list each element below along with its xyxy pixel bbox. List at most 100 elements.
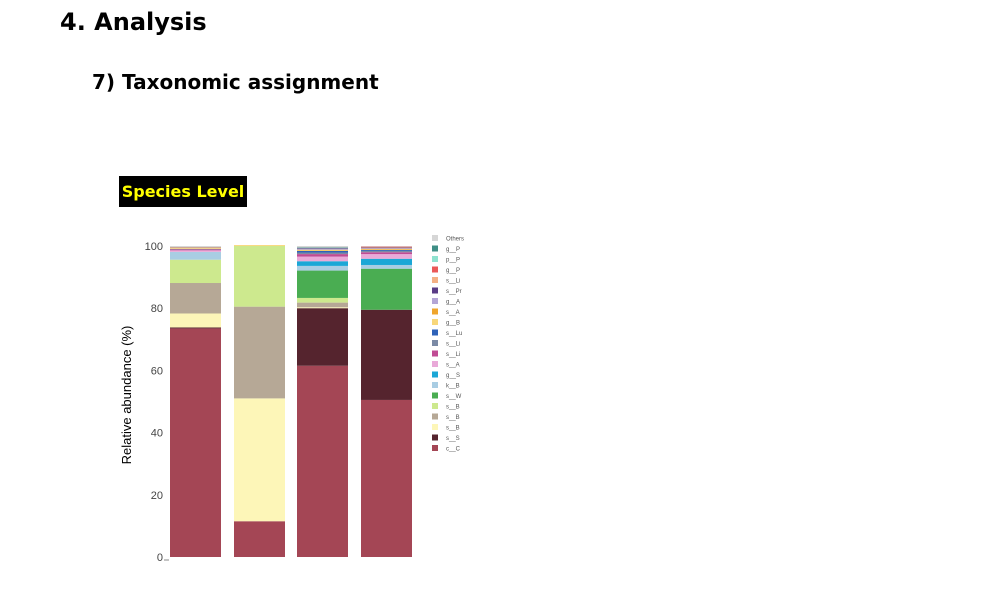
bar-segment [297,302,348,308]
bar-segment [297,250,348,253]
y-tick-label: 40 [151,428,163,440]
bar-segment [170,246,221,248]
bar-segment [170,247,221,249]
legend-swatch [432,382,438,388]
legend-swatch [432,371,438,378]
bar-segment [170,248,221,249]
bar-segment [361,258,412,265]
bar-segment [297,261,348,266]
legend-swatch [432,413,438,420]
legend-swatch [432,298,438,304]
bar-segment [170,246,221,247]
legend-label: g__S [446,373,460,379]
legend-swatch [432,403,438,409]
legend-label: g__P [446,247,460,253]
bar-segment [297,249,348,251]
bar-segment [297,248,348,249]
legend-swatch [432,340,438,346]
bar-segment [170,250,221,252]
legend-swatch [432,445,438,451]
bar-segment [361,268,412,310]
legend-label: s__Li [446,279,460,285]
bar-segment [297,308,348,366]
bar-segment [297,254,348,257]
bar-segment [297,256,348,262]
y-tick-label: 20 [151,490,163,502]
bar-segment [361,254,412,259]
bar-segment [361,399,412,557]
bar-segment [170,248,221,250]
legend-swatch [432,308,438,315]
bar-segment [361,309,412,400]
bar-segment [234,521,285,557]
bar-segment [170,313,221,328]
bar-segment [297,247,348,249]
bar-segment [361,250,412,253]
legend-label: s__Li [446,342,460,348]
legend-swatch [432,256,438,262]
y-axis: 0 20 40 60 80 100 [145,241,169,564]
bar-segment [361,249,412,251]
legend-label: s__W [446,394,462,400]
legend-swatch [432,235,438,241]
legend-label: Others [446,237,464,243]
bar-segment [297,307,348,309]
bar-segment [297,246,348,248]
legend-swatch [432,245,438,252]
legend-swatch [432,329,438,336]
bar-segment [361,246,412,247]
bar-segment [297,297,348,303]
bar-segment [297,248,348,250]
bar-segment [361,248,412,250]
bar-segment [170,251,221,260]
legend-swatch [432,319,438,325]
legend-label: s__Li [446,352,460,358]
legend-swatch [432,287,438,294]
bar-segment [297,252,348,255]
bar-segment [297,270,348,298]
bar-segment [297,250,348,251]
bar-segment [170,328,221,557]
bar-segment [361,247,412,249]
bar-segment [361,246,412,248]
bar-segment [234,246,285,307]
legend-swatch [432,424,438,430]
legend-label: c__C [446,447,461,453]
bar-segment [297,365,348,557]
y-tick-label: 80 [151,303,163,315]
bar-segment [170,259,221,284]
bar-segment [361,248,412,249]
bar-segment [170,249,221,251]
legend-swatch [432,350,438,357]
legend-label: s__B [446,415,460,421]
legend-label: g__B [446,321,460,327]
bar-segment [361,264,412,269]
bar-segment [361,250,412,251]
legend-swatch [432,361,438,367]
subsection-heading: 7) Taxonomic assignment [92,70,379,94]
legend: Others g__P p__P g__P s__Li s__Pr g__A s__A g__B… [432,235,464,453]
legend-label: s__A [446,310,460,316]
legend-label: g__A [446,300,460,306]
legend-label: s__B [446,405,460,411]
bar-segment [234,398,285,522]
y-tick-label: 60 [151,365,163,377]
legend-label: k__B [446,384,460,390]
legend-swatch [432,392,438,399]
bars-group [170,245,412,557]
bar-segment [297,265,348,271]
bar-segment [234,245,285,246]
y-tick-label: 100 [145,241,163,253]
legend-swatch [432,266,438,273]
y-axis-label: Relative abundance (%) [119,326,134,465]
bar-segment [234,306,285,399]
legend-swatch [432,434,438,441]
species-level-badge: Species Level [119,176,247,207]
legend-label: g__P [446,268,460,274]
legend-label: s__Pr [446,289,462,295]
legend-label: p__P [446,258,460,264]
legend-label: s__Lu [446,331,462,337]
bar-segment [361,252,412,255]
legend-swatch [432,277,438,283]
